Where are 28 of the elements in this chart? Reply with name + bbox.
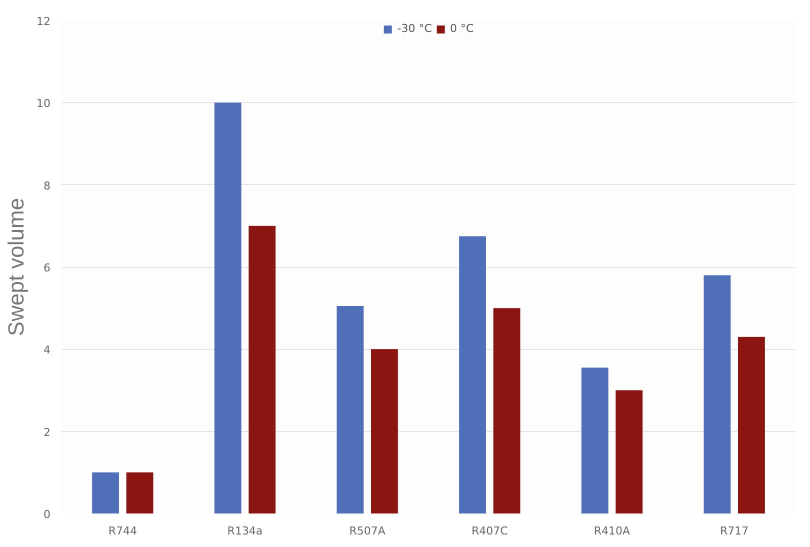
y-tick-label: 0 (44, 508, 50, 521)
y-tick-label: 8 (44, 179, 50, 192)
bar (214, 102, 242, 514)
bar (248, 226, 276, 514)
bar (459, 236, 486, 514)
bar (493, 308, 520, 514)
legend-label: -30 °C (397, 22, 432, 35)
bar (371, 349, 398, 514)
x-tick-label: R744 (108, 524, 137, 538)
bar (616, 390, 643, 514)
bar (704, 275, 731, 514)
x-tick-label: R410A (594, 524, 631, 538)
bar (581, 368, 608, 514)
x-tick-label: R407C (472, 524, 508, 538)
bar (92, 472, 119, 514)
x-tick-label: R717 (720, 524, 749, 538)
bar (336, 306, 364, 514)
y-tick-label: 12 (36, 15, 51, 28)
y-axis-title: Swept volume (4, 198, 29, 336)
bar (738, 336, 765, 514)
bar (126, 472, 154, 514)
x-tick-label: R134a (227, 524, 263, 538)
y-tick-label: 6 (44, 262, 50, 274)
legend-label: 0 °C (450, 22, 474, 35)
y-tick-label: 2 (44, 426, 50, 439)
y-tick-label: 10 (36, 97, 51, 110)
x-tick-label: R507A (349, 524, 386, 538)
y-tick-label: 4 (44, 344, 50, 357)
